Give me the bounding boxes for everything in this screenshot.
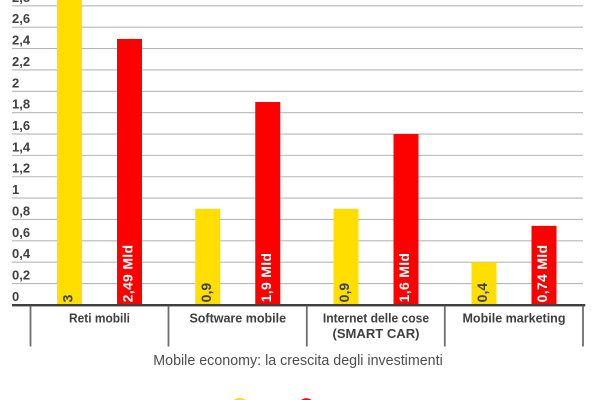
svg-text:0,4: 0,4 (474, 283, 490, 303)
svg-text:0,8: 0,8 (12, 203, 30, 218)
svg-text:1,8: 1,8 (12, 97, 30, 112)
svg-text:Software mobile: Software mobile (189, 310, 286, 325)
svg-text:1,4: 1,4 (12, 139, 31, 154)
svg-text:0,9: 0,9 (336, 283, 352, 303)
svg-text:Mobile marketing: Mobile marketing (463, 310, 566, 325)
svg-text:0,4: 0,4 (12, 246, 31, 261)
svg-text:2,2: 2,2 (12, 54, 30, 69)
svg-text:2,49 Mld: 2,49 Mld (120, 245, 136, 303)
svg-text:0,2: 0,2 (12, 268, 30, 283)
svg-text:Internet delle cose: Internet delle cose (323, 310, 429, 325)
svg-text:1,6: 1,6 (12, 118, 30, 133)
svg-text:0,9: 0,9 (198, 283, 214, 303)
svg-text:2,6: 2,6 (12, 11, 30, 26)
svg-text:0,6: 0,6 (12, 225, 30, 240)
svg-text:1: 1 (12, 182, 19, 197)
svg-text:2: 2 (12, 75, 19, 90)
svg-text:(SMART CAR): (SMART CAR) (333, 326, 420, 341)
svg-text:3: 3 (60, 294, 76, 302)
svg-text:Mobile economy: la crescita de: Mobile economy: la crescita degli invest… (153, 353, 443, 369)
svg-text:2,4: 2,4 (12, 33, 31, 48)
svg-text:1,2: 1,2 (12, 161, 30, 176)
svg-text:1,9 Mld: 1,9 Mld (258, 253, 274, 303)
svg-text:0: 0 (12, 289, 19, 304)
svg-text:0,74 Mld: 0,74 Mld (534, 245, 550, 303)
svg-text:1,6 Mld: 1,6 Mld (396, 253, 412, 303)
svg-text:2,8: 2,8 (12, 0, 30, 5)
svg-text:Reti mobili: Reti mobili (69, 310, 130, 325)
